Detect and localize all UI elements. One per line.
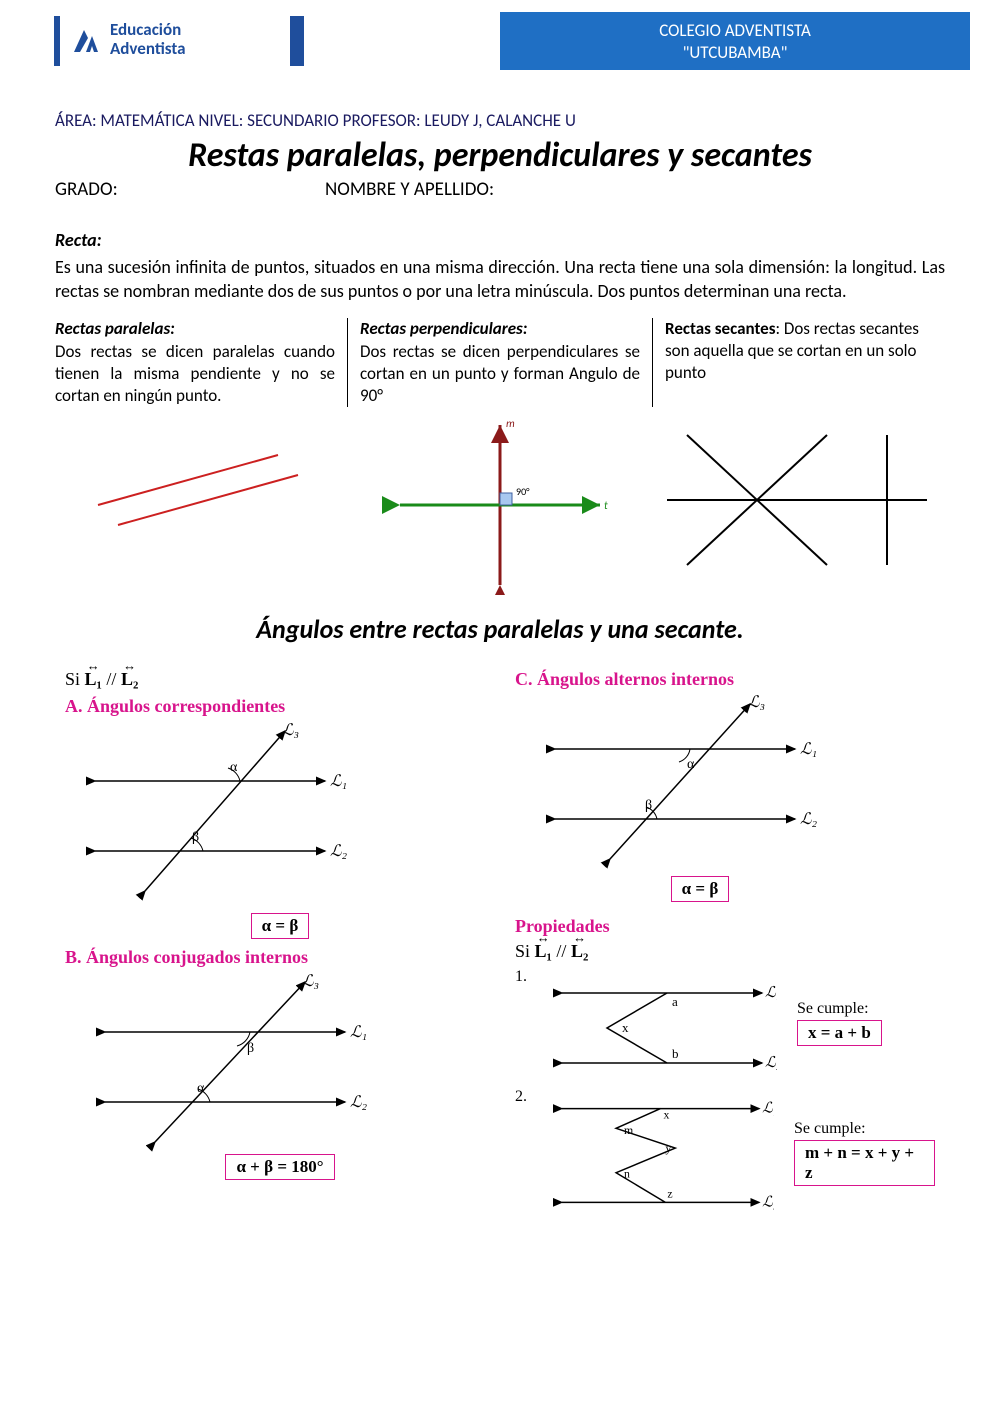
svg-text:β: β: [645, 798, 652, 813]
heading-A: A. Ángulos correspondientes: [65, 696, 485, 717]
svg-text:α: α: [230, 760, 238, 775]
angles-subtitle: Ángulos entre rectas paralelas y una sec…: [55, 613, 945, 645]
svg-text:β: β: [247, 1041, 254, 1056]
prop2-num: 2.: [515, 1088, 527, 1106]
logo-icon: [70, 24, 102, 56]
school-line2: "UTCUBAMBA": [500, 42, 970, 64]
figure-B: β α ℒ₁ ℒ₂ ℒ₃ α + β = 180°: [75, 972, 485, 1180]
svg-text:α: α: [687, 757, 695, 772]
prop2-text: Se cumple: m + n = x + y + z: [794, 1120, 935, 1186]
svg-text:ℒ₁: ℒ₁: [800, 741, 817, 758]
field-nombre: NOMBRE Y APELLIDO:: [325, 178, 494, 201]
prop-1: 1. a x b ℒ₁ ℒ₂ Se cumple: x = a + b: [515, 968, 935, 1078]
svg-text:z: z: [667, 1186, 672, 1200]
paralelas-text: Dos rectas se dicen paralelas cuando tie…: [55, 341, 335, 407]
svg-text:ℒ₁: ℒ₁: [350, 1024, 367, 1041]
fields-row: GRADO: NOMBRE Y APELLIDO:: [55, 178, 945, 201]
prop2-figure: x m y n z ℒ₁ ℒ₂: [547, 1088, 774, 1218]
page-header: Educación Adventista COLEGIO ADVENTISTA …: [0, 10, 1000, 82]
svg-text:ℒ₃: ℒ₃: [282, 722, 299, 739]
svg-text:ℒ₁: ℒ₁: [330, 773, 347, 790]
prop1-formula: x = a + b: [797, 1020, 882, 1046]
svg-text:y: y: [665, 1141, 671, 1155]
secantes-title: Rectas secantes: [665, 318, 775, 339]
svg-text:ℒ₂: ℒ₂: [762, 1194, 774, 1210]
diagram-secantes: [648, 415, 945, 595]
angles-right-col: C. Ángulos alternos internos α β ℒ₁ ℒ₂ ℒ…: [515, 669, 935, 1228]
svg-text:m: m: [506, 417, 515, 430]
prop1-num: 1.: [515, 968, 527, 986]
content: ÁREA: MATEMÁTICA NIVEL: SECUNDARIO PROFE…: [0, 82, 1000, 1228]
svg-text:ℒ₂: ℒ₂: [330, 843, 348, 860]
figure-A: α β ℒ₁ ℒ₂ ℒ₃ α = β: [75, 721, 485, 939]
svg-text:β: β: [192, 830, 199, 845]
three-column-definitions: Rectas paralelas: Dos rectas se dicen pa…: [55, 318, 945, 407]
perpendiculares-title: Rectas perpendiculares:: [360, 318, 640, 339]
svg-text:ℒ₂: ℒ₂: [350, 1094, 368, 1111]
svg-text:ℒ₂: ℒ₂: [800, 811, 818, 828]
formula-B: α + β = 180°: [225, 1154, 334, 1180]
svg-text:ℒ₁: ℒ₁: [762, 1100, 774, 1116]
svg-text:x: x: [622, 1020, 629, 1035]
angles-grid: Si L₁ // L₂ A. Ángulos correspondientes …: [55, 669, 945, 1228]
prop1-figure: a x b ℒ₁ ℒ₂: [547, 968, 777, 1078]
formula-A: α = β: [251, 913, 310, 939]
svg-text:x: x: [663, 1107, 669, 1121]
diagram-paralelas: [55, 415, 352, 595]
angles-left-col: Si L₁ // L₂ A. Ángulos correspondientes …: [65, 669, 485, 1228]
recta-text: Es una sucesión infinita de puntos, situ…: [55, 255, 945, 304]
field-grado: GRADO:: [55, 178, 325, 201]
prop1-text: Se cumple: x = a + b: [797, 1000, 882, 1046]
col-paralelas: Rectas paralelas: Dos rectas se dicen pa…: [55, 318, 348, 407]
heading-B: B. Ángulos conjugados internos: [65, 947, 485, 968]
col-perpendiculares: Rectas perpendiculares: Dos rectas se di…: [348, 318, 653, 407]
paralelas-title: Rectas paralelas:: [55, 318, 335, 339]
diagram-row: 90° m t: [55, 415, 945, 595]
header-logo-block: Educación Adventista: [60, 10, 290, 70]
svg-text:ℒ₂: ℒ₂: [765, 1055, 777, 1071]
si-condition-1: Si L₁ // L₂: [65, 669, 485, 690]
svg-text:ℒ₃: ℒ₃: [748, 694, 765, 711]
heading-C: C. Ángulos alternos internos: [515, 669, 935, 690]
formula-C: α = β: [671, 876, 730, 902]
school-name-block: COLEGIO ADVENTISTA "UTCUBAMBA": [500, 12, 970, 70]
svg-text:α: α: [197, 1081, 205, 1096]
angle-label: 90°: [516, 485, 530, 498]
svg-text:a: a: [672, 994, 678, 1009]
logo-line2: Adventista: [110, 40, 186, 59]
meta-line: ÁREA: MATEMÁTICA NIVEL: SECUNDARIO PROFE…: [55, 110, 945, 131]
si-condition-2: Si L₁ // L₂: [515, 941, 935, 962]
perpendiculares-text: Dos rectas se dicen perpendiculares se c…: [360, 341, 640, 407]
svg-text:ℒ₃: ℒ₃: [302, 973, 319, 990]
prop-2: 2. x m y n z ℒ₁ ℒ₂ Se cumple: m + n = x …: [515, 1088, 935, 1218]
svg-text:n: n: [624, 1167, 630, 1181]
school-line1: COLEGIO ADVENTISTA: [500, 20, 970, 42]
svg-text:t: t: [604, 499, 608, 512]
svg-text:b: b: [672, 1046, 679, 1061]
logo-text: Educación Adventista: [110, 21, 186, 58]
main-title: Restas paralelas, perpendiculares y seca…: [55, 135, 945, 176]
logo: Educación Adventista: [70, 21, 186, 58]
col-secantes: Rectas secantes: Dos rectas secantes son…: [653, 318, 945, 407]
prop2-formula: m + n = x + y + z: [794, 1140, 935, 1186]
svg-text:ℒ₁: ℒ₁: [765, 985, 777, 1001]
recta-heading: Recta:: [55, 229, 945, 251]
diagram-perpendiculares: 90° m t: [352, 415, 649, 595]
figure-C: α β ℒ₁ ℒ₂ ℒ₃ α = β: [525, 694, 935, 902]
svg-text:m: m: [624, 1123, 634, 1137]
